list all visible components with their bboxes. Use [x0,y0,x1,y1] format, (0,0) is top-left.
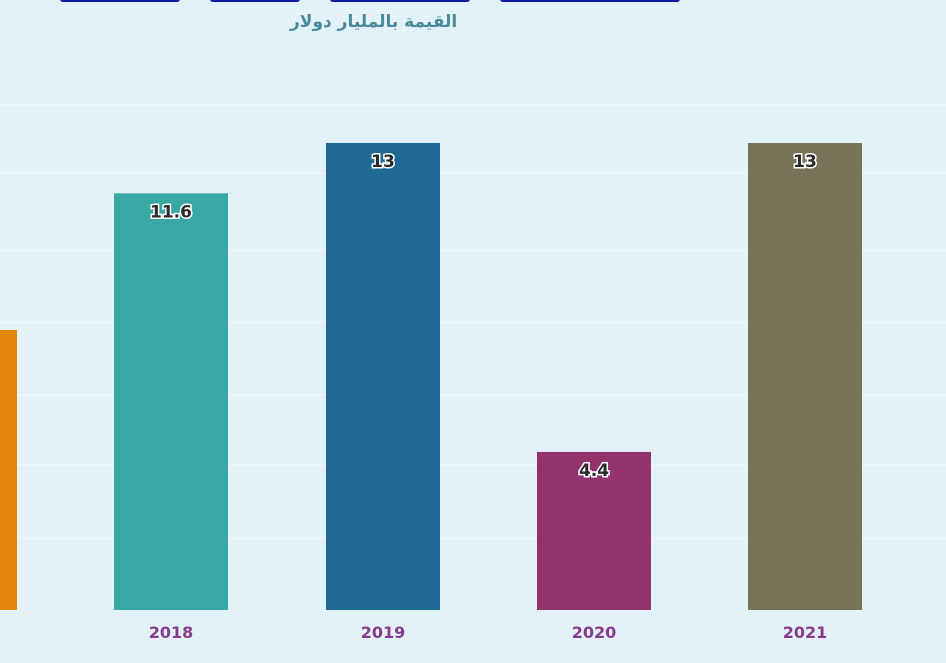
chart-title-cropped [60,0,700,6]
x-tick-label-2019: 2019 [361,623,406,642]
data-label-2021: 13 [793,152,817,172]
left-accent-bar [0,330,17,610]
bar-2018 [114,193,228,611]
data-label-2018: 11.6 [150,202,192,222]
bar-2021 [748,143,862,610]
bar-2019 [326,143,440,610]
data-label-2020: 4.4 [579,461,609,481]
x-tick-label-2018: 2018 [149,623,194,642]
x-tick-label-2020: 2020 [572,623,617,642]
x-tick-label-2021: 2021 [783,623,828,642]
chart-subtitle: القيمة بالمليار دولار [290,12,458,32]
data-label-2019: 13 [371,152,395,172]
bar-2020 [537,451,651,610]
